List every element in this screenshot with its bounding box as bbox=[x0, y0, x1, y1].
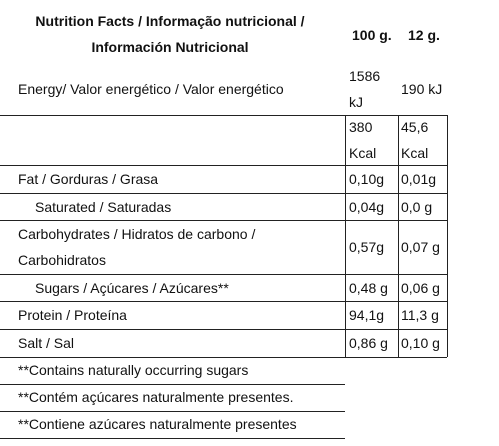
row-label: Sugars / Açúcares / Azúcares** bbox=[35, 279, 229, 296]
row-border bbox=[0, 115, 447, 116]
row-label: Fat / Gorduras / Grasa bbox=[18, 171, 159, 187]
row-border bbox=[0, 357, 447, 358]
footnote-border bbox=[0, 384, 345, 385]
row-border bbox=[0, 193, 447, 194]
cell-value: 0,06 g bbox=[401, 279, 440, 296]
footnote-border bbox=[0, 411, 345, 412]
cell-value: 0,04g bbox=[349, 198, 385, 215]
cell-value: 190 kJ bbox=[401, 80, 443, 97]
footnote: **Contains naturally occurring sugars bbox=[18, 362, 249, 378]
cell-value: 45,6 Kcal bbox=[401, 119, 429, 161]
column-header: 100 g. bbox=[352, 27, 392, 43]
column-border bbox=[398, 115, 399, 357]
cell-value: 0,07 g bbox=[401, 239, 440, 255]
cell-value: 0,57g bbox=[349, 239, 385, 255]
cell-value: 1586 kJ bbox=[349, 67, 381, 110]
row-border bbox=[0, 165, 447, 166]
column-border bbox=[345, 115, 346, 357]
row-border bbox=[0, 329, 447, 330]
row-border bbox=[0, 274, 447, 275]
row-label: Protein / Proteína bbox=[18, 307, 127, 323]
row-label: Energy/ Valor energético / Valor energét… bbox=[18, 80, 284, 97]
cell-value: 11,3 g bbox=[401, 307, 439, 323]
cell-value: 94,1g bbox=[349, 307, 385, 323]
cell-value: 0,0 g bbox=[401, 198, 433, 215]
footnote-border bbox=[0, 438, 345, 439]
cell-value: 0,10 g bbox=[401, 335, 440, 351]
title: Nutrition Facts / Informação nutricional… bbox=[35, 13, 305, 55]
cell-value: 0,01g bbox=[401, 171, 437, 187]
row-label: Salt / Sal bbox=[18, 335, 75, 351]
cell-value: 0,86 g bbox=[349, 335, 388, 351]
footnote: **Contém açúcares naturalmente presentes… bbox=[18, 389, 294, 405]
footnote: **Contiene azúcares naturalmente present… bbox=[18, 416, 297, 432]
cell-value: 0,48 g bbox=[349, 279, 388, 296]
row-border bbox=[0, 220, 447, 221]
row-border bbox=[0, 301, 447, 302]
cell-value: 0,10g bbox=[349, 171, 385, 187]
column-header: 12 g. bbox=[408, 27, 440, 43]
column-border bbox=[447, 115, 448, 357]
row-label: Saturated / Saturadas bbox=[35, 198, 172, 215]
row-label: Carbohydrates / Hidratos de carbono / Ca… bbox=[18, 226, 256, 268]
cell-value: 380 Kcal bbox=[349, 119, 377, 161]
